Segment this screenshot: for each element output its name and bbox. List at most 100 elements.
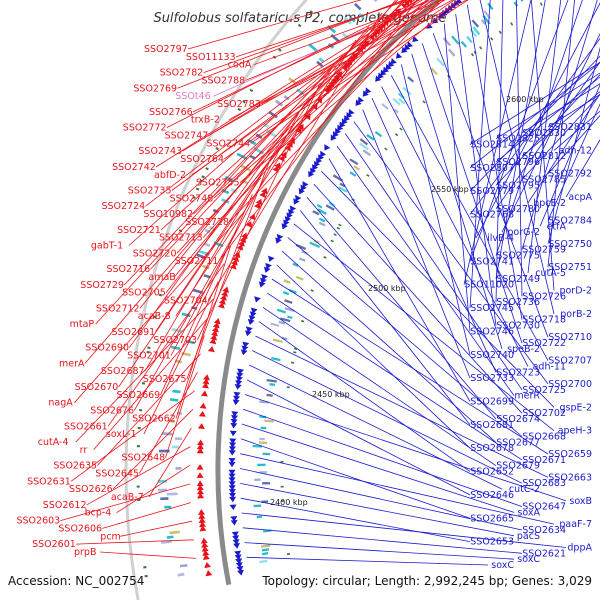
reverse-gene-arrow (234, 554, 242, 561)
gene-label: SSO2635 (53, 461, 97, 472)
label-leader-line (240, 483, 515, 537)
reverse-gene-arrow (228, 457, 236, 464)
gene-label: hpcE-2 (533, 198, 566, 209)
forward-gene-arrow (272, 166, 279, 173)
cog-block (318, 221, 326, 227)
label-leader-line (381, 86, 529, 367)
label-leader-line (547, 0, 575, 268)
cog-block (436, 57, 445, 67)
reverse-gene-arrow (237, 569, 244, 576)
gene-label: SSO2704 (164, 296, 208, 307)
reverse-gene-arrow (230, 519, 238, 526)
gene-label: bcp-4 (85, 508, 112, 519)
tick-label: 2450 kbp (312, 390, 350, 399)
cog-block (213, 241, 224, 248)
cog-block (374, 130, 383, 138)
gc-skew-mark (539, 2, 543, 6)
gene-label: SSO2679 (496, 461, 540, 472)
gc-skew-mark (422, 100, 426, 104)
gene-label: SSO2707 (548, 356, 592, 367)
gene-label: merR (514, 391, 540, 402)
label-leader-line (155, 67, 333, 333)
label-leader-line (175, 245, 231, 419)
gene-label: SSO2646 (470, 490, 514, 501)
gene-label: SSO2712 (96, 303, 140, 314)
forward-gene-arrow (274, 162, 281, 170)
label-leader-line (249, 364, 503, 490)
label-leader-line (495, 61, 600, 210)
forward-gene-arrow (196, 480, 204, 487)
label-leader-line (495, 0, 583, 256)
cog-block (249, 154, 256, 160)
cog-block (274, 99, 284, 107)
cog-block (192, 288, 203, 294)
forward-gene-arrow (200, 390, 208, 397)
gene-label: SSO2683 (522, 478, 566, 489)
reverse-gene-arrow (229, 430, 237, 437)
cog-block (359, 142, 369, 151)
label-leader-line (75, 298, 214, 443)
reverse-gene-arrow (332, 131, 339, 138)
label-leader-line (469, 37, 600, 215)
label-leader-line (495, 76, 600, 163)
reverse-gene-arrow (337, 124, 344, 132)
label-leader-line (547, 93, 600, 128)
reverse-gene-arrow (233, 395, 241, 402)
label-leader-line (521, 93, 600, 180)
forward-gene-arrow (203, 374, 210, 381)
gene-label: SSO2652 (470, 467, 514, 478)
reverse-gene-arrow (232, 399, 240, 406)
reverse-gene-arrow (230, 516, 238, 522)
gene-label: SSO2700 (548, 379, 592, 390)
cog-block (359, 138, 369, 146)
cog-block (186, 339, 196, 345)
gene-label: pacS (517, 531, 540, 542)
label-leader-line (276, 264, 471, 449)
cog-block (295, 243, 307, 251)
gene-label: SSO2671 (522, 455, 566, 466)
label-leader-line (527, 93, 600, 204)
gene-label: acaB-8 (138, 311, 171, 322)
label-leader-line (128, 0, 408, 246)
reverse-gene-arrow (230, 422, 238, 429)
gene-label: SSO2748 (170, 193, 214, 204)
gene-label: SSO2741 (470, 256, 514, 267)
gene-label: SSO2772 (123, 123, 167, 134)
reverse-gene-arrow (254, 296, 261, 303)
gc-skew-mark (158, 293, 163, 297)
cog-block (312, 210, 320, 216)
forward-gene-arrow (261, 187, 268, 195)
reverse-gene-arrow (244, 330, 252, 337)
backbone-ring (215, 0, 442, 586)
label-leader-line (266, 292, 523, 461)
reverse-gene-arrow (320, 150, 327, 158)
tick-label: 2600 kbp (506, 95, 544, 104)
label-leader-line (148, 427, 192, 498)
forward-gene-arrow (201, 541, 209, 548)
accession-text: Accession: NC_002754 (8, 574, 144, 588)
gene-label: cutC-2 (509, 484, 540, 495)
cog-block (339, 182, 346, 188)
cog-block (309, 241, 321, 249)
cog-block (287, 315, 293, 320)
gene-label: SSOt46 (175, 91, 210, 102)
cog-block (448, 48, 456, 57)
gene-label: SSO2755 (196, 178, 240, 189)
gene-label: prpB (74, 547, 96, 558)
label-leader-line (202, 0, 427, 238)
cog-block (332, 174, 344, 182)
gene-label: SSO2796 (496, 157, 540, 168)
gc-skew-mark (237, 107, 242, 112)
reverse-gene-arrow (275, 237, 282, 244)
label-leader-line (469, 62, 600, 169)
forward-gene-arrow (196, 443, 204, 450)
gc-skew-mark (297, 23, 302, 28)
reverse-gene-arrow (260, 277, 267, 284)
cog-block (203, 242, 211, 247)
gene-label: SSO2797 (144, 44, 188, 55)
gene-label: porD-2 (559, 286, 592, 297)
gene-label: SSO2725 (522, 385, 566, 396)
reverse-gene-arrow (284, 215, 292, 223)
